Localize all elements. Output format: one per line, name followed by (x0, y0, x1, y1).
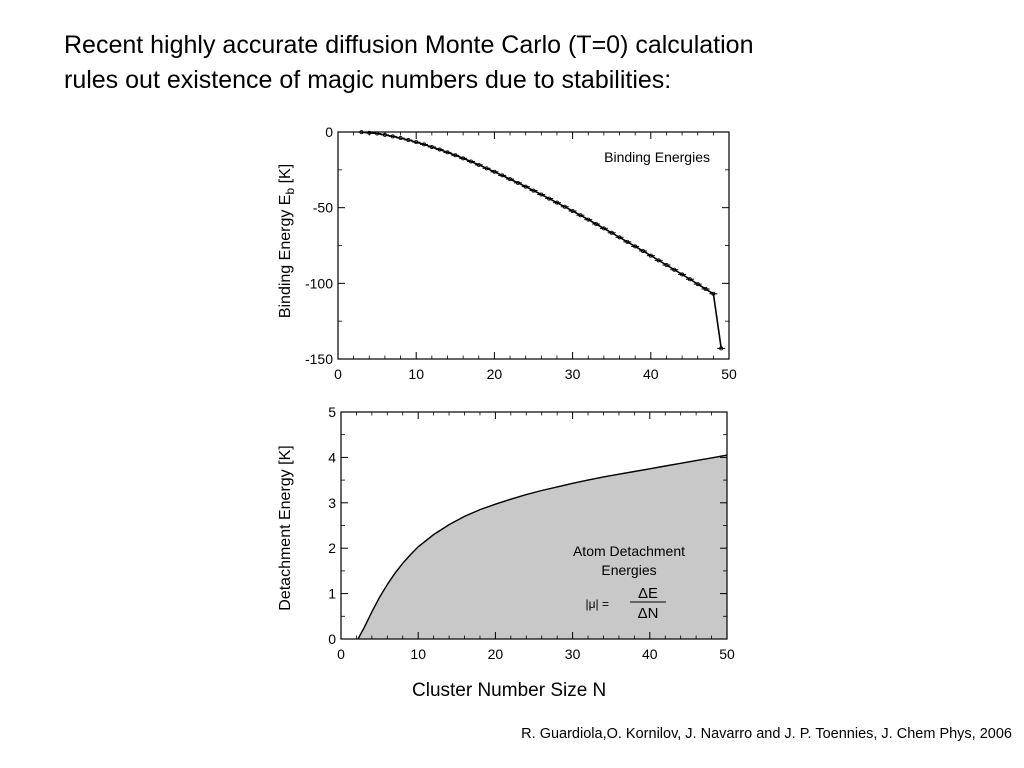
binding-point (703, 286, 708, 291)
detachment-xtick-label: 50 (719, 646, 735, 662)
binding-point (375, 131, 380, 136)
detachment-ytick-label: 4 (328, 449, 336, 465)
binding-point (437, 147, 442, 152)
formula-numerator: ΔE (638, 585, 658, 602)
detachment-xtick-label: 0 (337, 646, 345, 662)
detachment-energy-ylabel: Detachment Energy [K] (277, 445, 294, 611)
ylabel-main: Binding Energy E (277, 194, 294, 319)
binding-point (476, 162, 481, 167)
binding-point (625, 239, 630, 244)
binding-point (461, 156, 466, 161)
formula-denominator: ΔN (638, 605, 659, 622)
binding-point (429, 144, 434, 149)
binding-point (554, 200, 559, 205)
detachment-energy-area (358, 455, 727, 639)
shared-x-axis-title: Cluster Number Size N (412, 680, 607, 701)
binding-ytick-label: -100 (305, 275, 333, 291)
binding-point (601, 226, 606, 231)
binding-energy-chart: 0 10 20 30 40 50 0 -50 -100 -150 Binding Energies (305, 124, 737, 382)
ylabel-unit: [K] (277, 163, 294, 188)
binding-point (570, 208, 575, 213)
binding-point (367, 130, 372, 135)
binding-point (468, 159, 473, 164)
binding-point (640, 248, 645, 253)
binding-point (359, 130, 364, 135)
binding-point (508, 177, 513, 182)
detachment-xtick-label: 40 (642, 646, 658, 662)
slide-headline: Recent highly accurate diffusion Monte C… (64, 28, 964, 98)
binding-point (594, 222, 599, 227)
binding-point (578, 213, 583, 218)
detachment-ytick-label: 5 (328, 404, 336, 420)
binding-point (711, 291, 716, 296)
binding-point (414, 140, 419, 145)
annotation-line-2: Energies (601, 562, 656, 578)
binding-point (672, 267, 677, 272)
binding-point (648, 253, 653, 258)
detachment-energy-line (357, 454, 728, 640)
binding-point (539, 192, 544, 197)
binding-point (609, 230, 614, 235)
binding-point (656, 258, 661, 263)
binding-xtick-label: 10 (408, 366, 424, 382)
headline-line-1: Recent highly accurate diffusion Monte C… (64, 31, 754, 59)
binding-point (492, 169, 497, 174)
formula-lhs: |μ| = (586, 597, 610, 611)
binding-point (422, 142, 427, 147)
binding-xtick-label: 20 (487, 366, 503, 382)
binding-point (398, 136, 403, 141)
binding-point (687, 277, 692, 282)
binding-point (406, 138, 411, 143)
binding-point (633, 244, 638, 249)
binding-point (453, 153, 458, 158)
binding-point (719, 346, 724, 351)
annotation-line-1: Atom Detachment (573, 543, 685, 559)
binding-point (547, 196, 552, 201)
binding-xtick-label: 30 (565, 366, 581, 382)
detachment-ytick-label: 3 (328, 495, 336, 511)
citation: R. Guardiola,O. Kornilov, J. Navarro and… (521, 726, 1012, 742)
detachment-xtick-label: 20 (488, 646, 504, 662)
binding-point (617, 235, 622, 240)
binding-ytick-label: 0 (325, 124, 333, 140)
binding-point (484, 166, 489, 171)
binding-point (531, 188, 536, 193)
binding-point (664, 263, 669, 268)
binding-point (390, 134, 395, 139)
binding-point (562, 204, 567, 209)
binding-ytick-label: -150 (305, 351, 333, 367)
binding-point (515, 180, 520, 185)
binding-point (445, 150, 450, 155)
detachment-ytick-label: 1 (328, 586, 336, 602)
binding-point (680, 272, 685, 277)
binding-point (500, 173, 505, 178)
detachment-ytick-label: 0 (328, 631, 336, 647)
binding-point (695, 282, 700, 287)
binding-xtick-label: 0 (334, 366, 342, 382)
binding-xtick-label: 40 (643, 366, 659, 382)
binding-point (382, 132, 387, 137)
detachment-xtick-label: 30 (565, 646, 581, 662)
binding-energies-legend: Binding Energies (604, 149, 710, 165)
binding-plot-frame (337, 131, 730, 360)
headline-line-2: rules out existence of magic numbers due… (64, 66, 672, 94)
binding-energy-ylabel: Binding Energy Eb [K] (277, 131, 297, 351)
binding-ytick-label: -50 (313, 200, 333, 216)
detachment-energy-chart: 0 10 20 30 40 50 0 1 2 3 4 5 Atom Detachment Energies… (328, 404, 735, 662)
binding-xtick-label: 50 (721, 366, 737, 382)
binding-point (523, 184, 528, 189)
ylabel-subscript: b (283, 187, 297, 195)
detachment-xtick-label: 10 (410, 646, 426, 662)
detachment-ytick-label: 2 (328, 540, 336, 556)
binding-point (586, 217, 591, 222)
